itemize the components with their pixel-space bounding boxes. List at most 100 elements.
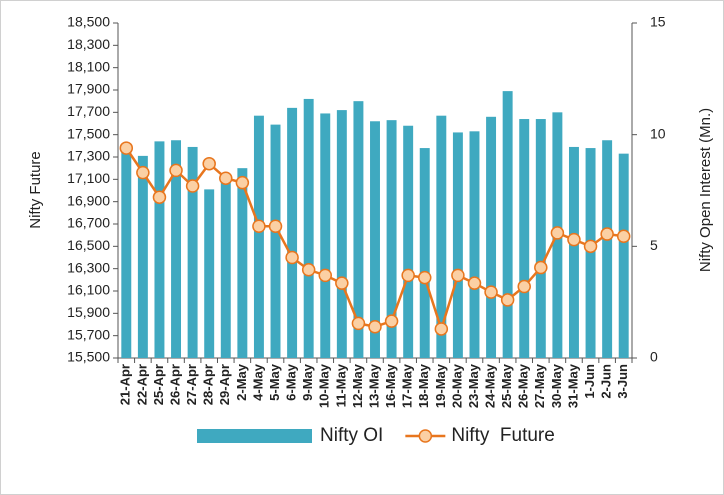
x-tick-label: 31-May [565, 363, 580, 408]
x-tick-label: 10-May [317, 363, 332, 408]
x-tick-label: 17-May [400, 363, 415, 408]
bar [336, 110, 347, 358]
bar [386, 120, 397, 359]
x-tick-label: 11-May [333, 363, 348, 407]
x-tick-label: 13-May [366, 363, 381, 408]
bar [618, 153, 629, 358]
marker [185, 179, 200, 193]
marker [219, 171, 233, 185]
bar [204, 189, 215, 358]
x-tick-label: 27-May [532, 363, 547, 408]
bar [568, 146, 579, 358]
x-tick-label: 20-May [449, 363, 464, 408]
marker [500, 293, 515, 307]
marker [567, 232, 581, 247]
y-tick-label: 17,500 [67, 125, 110, 141]
x-tick-label: 26-May [516, 363, 531, 408]
legend-marker [418, 429, 433, 443]
x-tick-label: 12-May [350, 363, 365, 408]
y-tick-label: 16,500 [67, 237, 110, 253]
marker [202, 156, 216, 171]
y-tick-label: 16,900 [67, 192, 110, 208]
bar [287, 107, 298, 358]
marker [484, 285, 498, 299]
bar [154, 141, 165, 358]
x-tick-label: 30-May [549, 363, 564, 408]
marker [534, 260, 548, 275]
x-tick-label: 28-Apr [201, 364, 216, 405]
marker [169, 163, 183, 178]
marker [384, 314, 399, 328]
x-tick-label: 16-May [383, 363, 398, 408]
marker [451, 268, 465, 283]
marker [417, 270, 432, 285]
legend-label: Nifty Future [451, 425, 554, 446]
marker [252, 219, 266, 233]
bar [419, 148, 430, 358]
x-tick-label: 24-May [483, 363, 498, 408]
bar [171, 140, 182, 358]
bar [237, 168, 248, 358]
x-tick-label: 27-Apr [184, 364, 199, 405]
bar [137, 155, 148, 358]
bar [602, 140, 613, 358]
marker [335, 276, 349, 290]
bar [436, 115, 447, 358]
marker [268, 219, 283, 233]
marker [517, 279, 531, 294]
marker [550, 226, 565, 240]
y-tick-label: 17,100 [67, 170, 110, 186]
y2-tick-label: 0 [650, 349, 658, 365]
bar [303, 98, 314, 358]
x-tick-label: 19-May [433, 363, 448, 408]
x-tick-label: 2-May [234, 363, 249, 401]
bar [486, 116, 497, 358]
y-tick-label: 17,300 [67, 148, 110, 164]
y-tick-label: 15,700 [67, 326, 110, 342]
y2-tick-label: 15 [650, 14, 666, 30]
x-tick-label: 5-May [267, 363, 282, 401]
bar [502, 91, 513, 358]
bar [353, 101, 364, 359]
x-tick-label: 6-May [284, 363, 299, 401]
x-tick-label: 18-May [416, 363, 431, 408]
bar [403, 125, 414, 358]
bar [469, 131, 480, 358]
x-tick-label: 25-May [499, 363, 514, 408]
legend-label: Nifty OI [320, 425, 383, 446]
y-tick-label: 16,300 [67, 259, 110, 275]
marker [136, 165, 150, 180]
marker [616, 229, 631, 244]
bar [519, 119, 530, 359]
marker [318, 268, 333, 283]
marker [119, 141, 134, 155]
marker [368, 319, 382, 334]
y-tick-label: 18,500 [67, 14, 110, 30]
y-tick-label: 18,300 [67, 36, 110, 52]
x-tick-label: 23-May [466, 363, 481, 408]
x-tick-label: 26-Apr [167, 364, 182, 405]
marker [434, 322, 449, 336]
x-tick-label: 29-Apr [217, 364, 232, 405]
marker [583, 239, 598, 254]
x-tick-label: 2-Jun [599, 364, 614, 399]
bar [220, 180, 231, 358]
x-tick-label: 9-May [300, 363, 315, 401]
y-tick-label: 16,100 [67, 282, 110, 298]
bar [452, 132, 463, 358]
y-tick-label: 17,700 [67, 103, 110, 119]
marker [235, 175, 250, 190]
marker [301, 263, 316, 277]
bar [187, 146, 198, 358]
y-axis-title: Nifty Future [27, 151, 44, 229]
y-tick-label: 15,500 [67, 349, 110, 365]
bar [535, 119, 546, 359]
bar [320, 113, 331, 358]
bar [370, 121, 380, 359]
bar [270, 124, 281, 358]
legend-swatch [197, 429, 312, 443]
bar [253, 115, 264, 358]
marker [285, 250, 299, 265]
y2-tick-label: 10 [650, 125, 666, 141]
